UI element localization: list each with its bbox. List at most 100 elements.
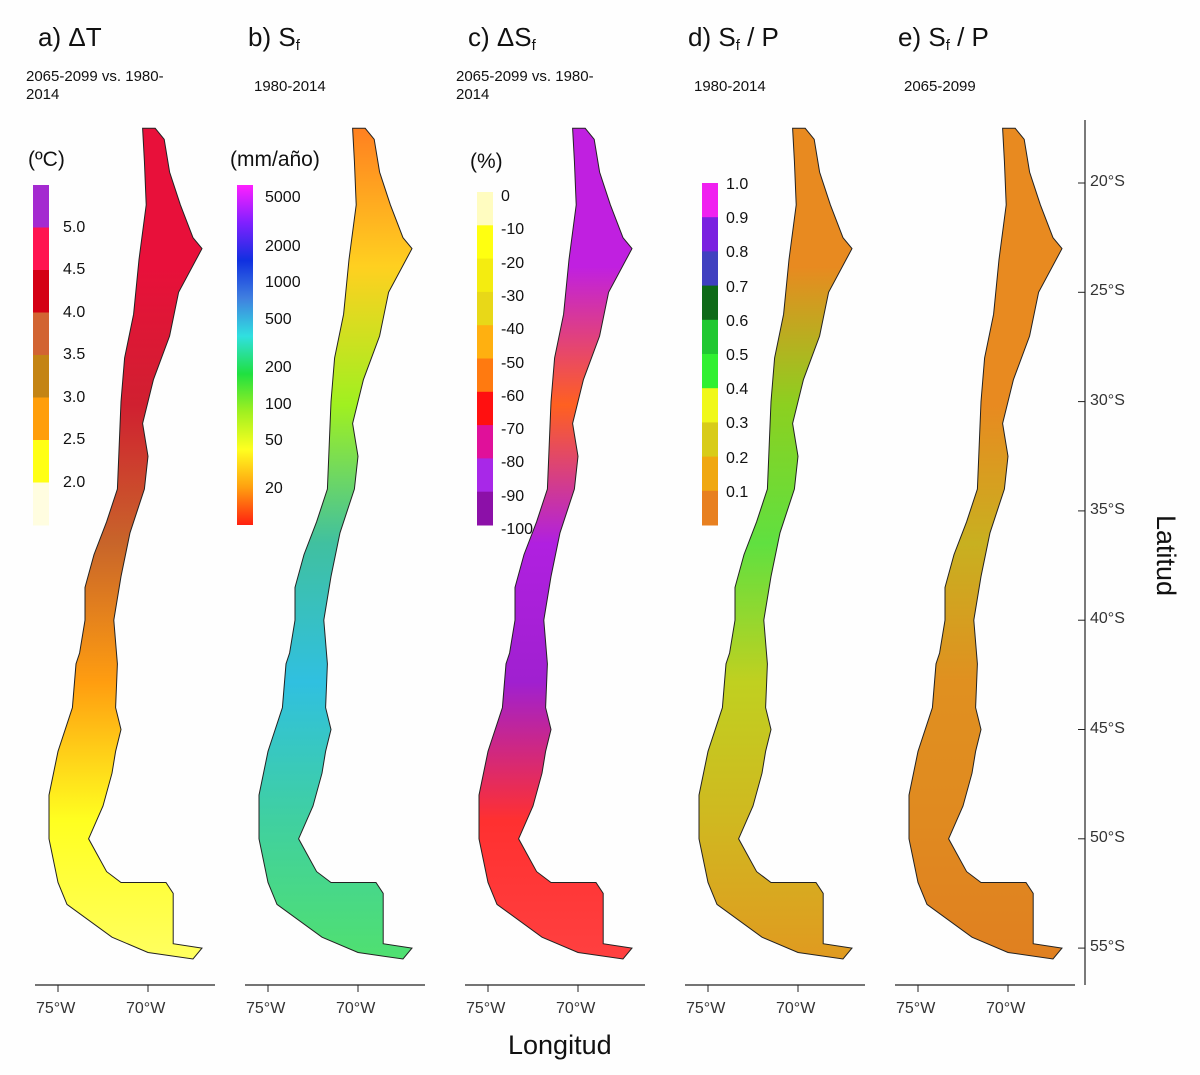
chile-map-a (48, 127, 203, 960)
panel-title-d: d) Sf / P (688, 22, 779, 54)
legend-label-c: -40 (501, 321, 525, 339)
lat-tick-label: 40°S (1090, 610, 1125, 628)
x-axis-title: Longitud (508, 1030, 612, 1060)
legend-label-b: 500 (265, 311, 292, 328)
lon-tick-label: 70°W (126, 1000, 166, 1017)
legend-swatch-c (477, 225, 493, 260)
legend-label-b: 200 (265, 359, 292, 376)
panel-title-e: e) Sf / P (898, 22, 989, 54)
legend-swatch-a (33, 440, 49, 483)
legend-swatch-d (702, 354, 718, 389)
legend-swatch-c (477, 192, 493, 226)
lon-tick-label: 75°W (246, 1000, 286, 1017)
legend-swatch-a (33, 355, 49, 398)
legend-swatch-d (702, 319, 718, 355)
legend-label-d: 0.2 (726, 449, 749, 467)
legend-label-c: -90 (501, 487, 525, 505)
legend-label-d: 0.1 (726, 483, 749, 501)
legend-swatch-d (702, 422, 718, 458)
lon-tick-label: 70°W (556, 1000, 596, 1017)
legend-swatch-c (477, 458, 493, 493)
legend-label-c: -20 (501, 254, 525, 272)
lat-tick-label: 20°S (1090, 173, 1125, 190)
chile-map-e (908, 127, 1063, 960)
legend-label-b: 50 (265, 432, 283, 449)
chile-map-c (478, 127, 633, 960)
legend-swatch-a (33, 482, 49, 526)
legend-label-c: -60 (501, 387, 525, 405)
legend-swatch-c (477, 258, 493, 293)
lon-tick-label: 75°W (36, 1000, 76, 1017)
lat-tick-label: 25°S (1090, 282, 1125, 300)
legend-swatch-c (477, 325, 493, 359)
legend-unit-c: (%) (470, 150, 503, 173)
legend-label-d: 0.8 (726, 244, 749, 262)
legend-label-a: 4.0 (63, 303, 86, 321)
chile-map-b (258, 127, 413, 960)
legend-swatch-d (702, 490, 718, 526)
legend-label-c: -10 (501, 221, 525, 239)
legend-label-b: 2000 (265, 238, 301, 255)
legend-swatch-c (477, 425, 493, 459)
legend-swatch-d (702, 183, 718, 218)
legend-unit-b: (mm/año) (230, 148, 320, 171)
legend-swatch-c (477, 358, 493, 393)
lon-tick-label: 70°W (776, 1000, 816, 1017)
lat-tick-label: 30°S (1090, 391, 1125, 409)
legend-swatch-a (33, 312, 49, 356)
legend-swatch-c (477, 391, 493, 426)
legend-swatch-c (477, 291, 493, 326)
lon-tick-label: 75°W (896, 1000, 936, 1017)
panel-subtitle-d: 1980-2014 (694, 78, 766, 95)
lat-tick-label: 35°S (1090, 500, 1125, 518)
chile-map-d (698, 127, 853, 960)
legend-swatch-a (33, 185, 49, 228)
panel-subtitle-c: 2065-2099 vs. 1980-2014 (456, 68, 594, 103)
legend-label-d: 1.0 (726, 176, 749, 193)
legend-swatch-c (477, 491, 493, 526)
y-axis-title: Latitud (1151, 514, 1182, 597)
panel-subtitle-a: 2065-2099 vs. 1980-2014 (26, 68, 164, 103)
legend-label-c: -30 (501, 287, 525, 305)
panel-title-c: c) ΔSf (468, 22, 536, 54)
legend-label-a: 3.5 (63, 346, 86, 363)
legend-unit-a: (ºC) (28, 148, 65, 171)
panel-subtitle-b: 1980-2014 (254, 78, 326, 95)
legend-swatch-a (33, 227, 49, 271)
legend-label-c: -100 (501, 521, 534, 538)
panel-title-a: a) ΔT (38, 22, 102, 52)
lat-tick-label: 50°S (1090, 828, 1125, 846)
lon-tick-label: 75°W (466, 1000, 506, 1017)
legend-swatch-d (702, 388, 718, 423)
lon-tick-label: 70°W (986, 1000, 1026, 1017)
legend-label-b: 1000 (265, 274, 301, 291)
legend-label-d: 0.6 (726, 312, 749, 330)
legend-swatch-d (702, 285, 718, 321)
legend-label-b: 100 (265, 396, 292, 413)
legend-label-b: 5000 (265, 189, 301, 206)
legend-swatch-d (702, 456, 718, 492)
legend-swatch-a (33, 270, 49, 313)
legend-label-d: 0.7 (726, 278, 749, 296)
legend-label-c: -50 (501, 354, 525, 372)
legend-label-c: 0 (501, 188, 510, 205)
legend-label-a: 2.0 (63, 473, 86, 491)
legend-label-b: 20 (265, 480, 283, 497)
legend-label-a: 4.5 (63, 261, 86, 278)
legend-colorbar-b (237, 185, 253, 525)
legend-swatch-d (702, 217, 718, 252)
lon-tick-label: 70°W (336, 1000, 376, 1017)
panel-subtitle-e: 2065-2099 (904, 78, 976, 95)
legend-swatch-d (702, 251, 718, 287)
legend-label-d: 0.9 (726, 210, 749, 228)
legend-label-c: -70 (501, 421, 525, 439)
lat-tick-label: 45°S (1090, 719, 1125, 737)
legend-label-d: 0.3 (726, 415, 749, 433)
legend-label-d: 0.4 (726, 381, 749, 399)
legend-label-a: 2.5 (63, 431, 86, 448)
lat-tick-label: 55°S (1090, 938, 1125, 956)
legend-label-a: 5.0 (63, 218, 86, 236)
panel-title-b: b) Sf (248, 22, 300, 54)
